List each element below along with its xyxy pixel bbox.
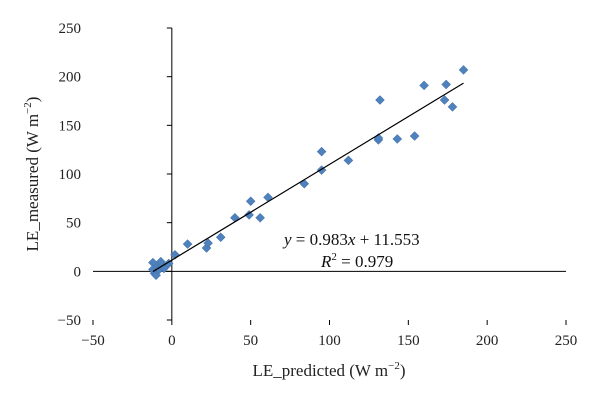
- y-tick-label: 250: [59, 21, 82, 37]
- r2-r: R: [320, 252, 332, 271]
- x-axis-title-sup: −2: [388, 360, 400, 372]
- x-axis-title: LE_predicted (W m−2): [252, 360, 405, 380]
- y-tick-label: 200: [59, 70, 82, 86]
- data-point: [316, 146, 327, 157]
- data-point: [375, 95, 385, 105]
- data-point: [245, 196, 256, 207]
- x-tick-label: −50: [81, 333, 104, 349]
- x-axis-title-text: LE_predicted (W m: [252, 361, 388, 380]
- y-axis-title-text: LE_measured (W m: [23, 114, 42, 252]
- data-point: [299, 178, 310, 189]
- data-point: [441, 79, 452, 90]
- data-point: [182, 239, 193, 249]
- y-tick-label: −50: [58, 313, 81, 329]
- eq-x: x: [347, 230, 356, 249]
- data-point: [343, 155, 354, 166]
- r2-sup: 2: [331, 251, 337, 263]
- y-axis-title-sup: −2: [22, 102, 34, 114]
- data-point: [419, 80, 429, 91]
- data-point: [244, 210, 254, 220]
- data-point: [458, 64, 469, 75]
- trendline: [152, 82, 464, 273]
- x-tick-label: 100: [318, 333, 341, 349]
- eq-rest: + 11.553: [355, 230, 419, 249]
- r-squared-label: R2 = 0.979: [320, 251, 393, 271]
- data-point: [203, 238, 213, 248]
- y-axis-title-close: ): [23, 97, 42, 103]
- x-tick-label: 50: [243, 333, 258, 349]
- data-point: [409, 131, 420, 141]
- data-point: [230, 212, 240, 223]
- eq-y: y: [282, 230, 292, 249]
- data-point: [439, 95, 450, 105]
- data-point: [392, 134, 403, 144]
- x-tick-label: 250: [555, 333, 578, 349]
- regression-equation: y = 0.983x + 11.553: [282, 230, 420, 249]
- y-tick-label: 50: [66, 216, 81, 232]
- x-tick-label: 150: [397, 333, 420, 349]
- y-tick-label: 100: [59, 167, 82, 183]
- data-point: [255, 212, 265, 223]
- axes: [92, 27, 567, 325]
- data-point: [447, 101, 458, 112]
- data-point: [215, 232, 226, 243]
- y-tick-label: 150: [59, 118, 82, 134]
- x-axis-title-close: ): [400, 361, 406, 380]
- tick-labels: −50 0 50 100 150 200 250 −50 0 50 100 150 200 250: [58, 21, 578, 349]
- eq-coef: = 0.983: [292, 230, 348, 249]
- y-axis-title: LE_measured (W m−2): [22, 97, 42, 252]
- x-tick-label: 200: [476, 333, 499, 349]
- x-tick-label: 0: [168, 333, 176, 349]
- r2-rest: = 0.979: [337, 252, 393, 271]
- y-tick-label: 0: [74, 264, 82, 280]
